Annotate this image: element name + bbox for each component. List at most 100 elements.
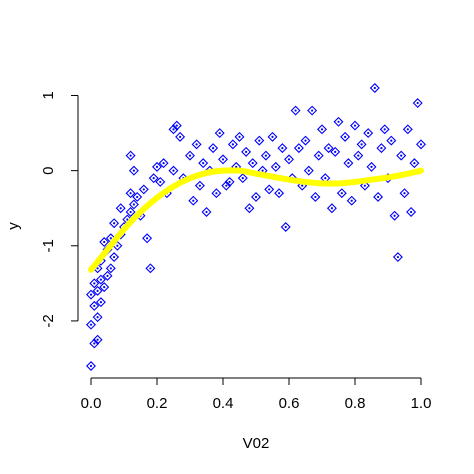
data-point-dot: [212, 147, 215, 150]
data-point: [343, 158, 354, 169]
data-point: [145, 263, 156, 274]
data-point-dot: [93, 304, 96, 307]
data-point: [303, 165, 314, 176]
data-point-dot: [132, 169, 135, 172]
x-tick-label: 0.4: [213, 395, 234, 412]
data-point: [386, 135, 397, 146]
data-point: [208, 143, 219, 154]
data-point-dot: [344, 135, 347, 138]
data-point-dot: [152, 177, 155, 180]
data-point-dot: [172, 169, 175, 172]
data-point-dot: [261, 169, 264, 172]
data-point: [373, 191, 384, 202]
data-point: [399, 188, 410, 199]
y-ticks: -2 -1 0 1: [40, 91, 78, 328]
data-point-dot: [370, 165, 373, 168]
data-point: [198, 158, 209, 169]
data-point: [86, 289, 96, 300]
data-point-dot: [377, 195, 380, 199]
data-point-dot: [396, 255, 399, 259]
data-point: [95, 274, 106, 285]
data-point: [369, 83, 380, 93]
data-point: [171, 120, 182, 131]
data-point: [105, 263, 116, 274]
data-point-dot: [116, 244, 119, 247]
data-point: [336, 188, 347, 199]
data-point: [194, 180, 205, 191]
data-point-dot: [93, 282, 96, 285]
data-point: [300, 135, 311, 146]
data-point: [214, 128, 225, 139]
data-point-dot: [416, 101, 419, 105]
data-point: [99, 237, 110, 248]
data-point-dot: [393, 214, 396, 217]
data-point-dot: [89, 364, 93, 368]
data-point-dot: [136, 195, 139, 199]
data-point-dot: [347, 162, 350, 165]
data-point-dot: [281, 147, 284, 150]
data-point-dot: [129, 154, 132, 157]
x-axis-title: V02: [243, 435, 270, 452]
data-point-dot: [406, 128, 409, 131]
data-point: [132, 191, 143, 202]
data-point: [86, 361, 96, 371]
data-point: [155, 176, 166, 187]
data-point: [313, 150, 324, 161]
x-tick-label: 0.2: [147, 395, 168, 412]
data-point: [284, 154, 294, 165]
data-point: [379, 124, 390, 135]
data-point-dot: [106, 274, 109, 277]
data-point: [168, 124, 179, 135]
data-point: [125, 150, 136, 161]
data-point-dot: [89, 293, 93, 296]
data-point-dot: [103, 286, 106, 289]
data-point-dot: [198, 184, 201, 187]
x-tick-label: 0.0: [81, 395, 102, 412]
data-point-dot: [287, 158, 291, 161]
smooth-line-layer: [88, 167, 424, 273]
data-point-dot: [320, 128, 324, 131]
data-point: [89, 300, 100, 311]
data-point-dot: [390, 139, 393, 142]
data-point: [293, 143, 304, 154]
data-point: [234, 131, 245, 142]
data-point: [109, 218, 120, 229]
points-layer: [86, 83, 426, 371]
data-point: [92, 312, 103, 323]
data-point-dot: [251, 162, 254, 165]
data-point-dot: [113, 255, 116, 259]
smooth-fit-line: [88, 167, 424, 273]
data-point: [356, 139, 367, 150]
data-point: [237, 173, 248, 184]
data-point: [323, 143, 334, 154]
x-tick-label: 0.8: [345, 395, 366, 412]
data-point: [396, 150, 407, 161]
data-point-dot: [126, 218, 129, 221]
data-point: [290, 105, 301, 116]
data-point-dot: [311, 109, 314, 112]
data-point: [406, 206, 417, 217]
data-point-dot: [373, 86, 376, 90]
data-point-dot: [132, 203, 135, 206]
data-point-dot: [294, 109, 297, 112]
data-point-dot: [367, 131, 370, 135]
data-point-dot: [314, 195, 317, 199]
data-point: [280, 222, 291, 232]
data-point: [128, 199, 139, 210]
data-point-dot: [268, 188, 271, 191]
data-point: [125, 206, 136, 217]
data-point: [359, 180, 370, 191]
data-point-dot: [350, 199, 353, 202]
data-point-dot: [175, 124, 178, 127]
data-point: [363, 128, 374, 139]
data-point: [244, 203, 255, 214]
data-point: [247, 158, 258, 169]
data-point-dot: [357, 154, 360, 157]
data-point-dot: [245, 150, 248, 153]
data-point-dot: [419, 143, 423, 146]
data-point-dot: [301, 184, 304, 187]
data-point-dot: [327, 147, 330, 150]
data-point: [142, 233, 153, 244]
data-point-dot: [340, 192, 343, 195]
data-point: [264, 184, 275, 195]
